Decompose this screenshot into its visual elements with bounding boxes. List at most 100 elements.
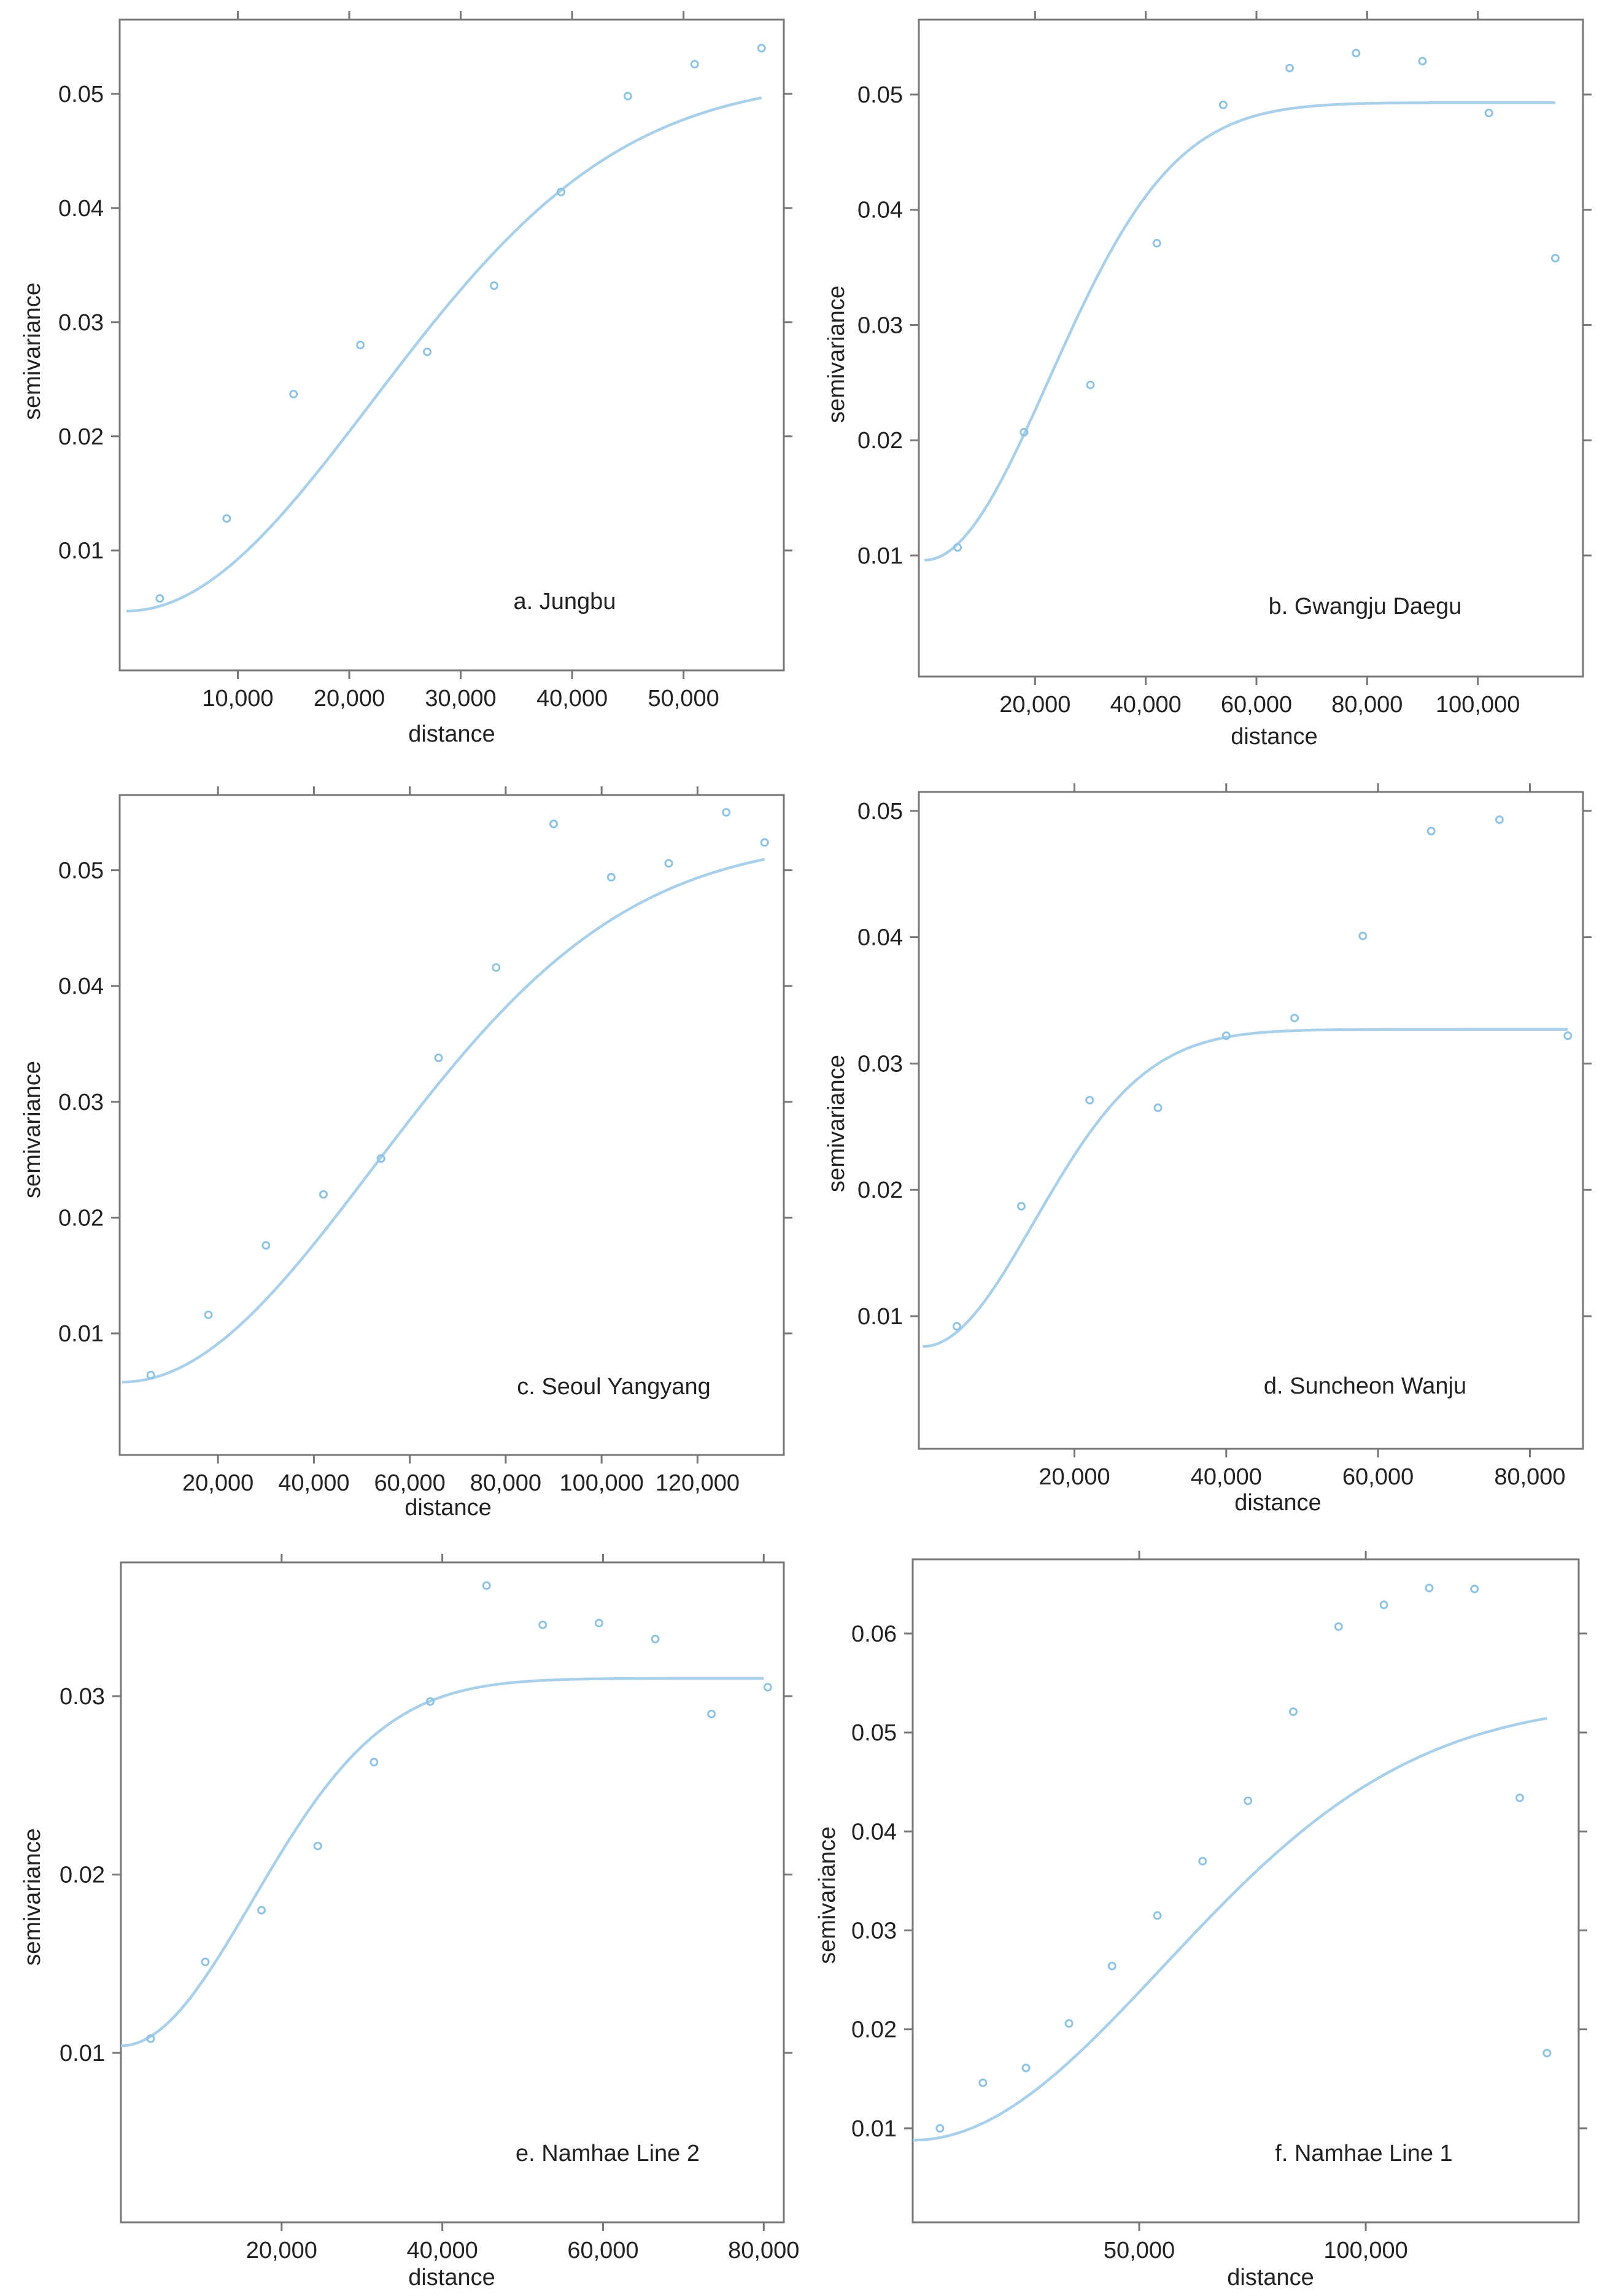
panel-a-y-tick-label: 0.04 (58, 196, 104, 222)
panel-b-x-tick-label: 100,000 (1436, 692, 1520, 718)
panel-e-x-axis-label: distance (408, 2265, 495, 2290)
panel-c-data-point (606, 872, 616, 882)
panel-a: 10,000 20,000 30,000 40,000 50,000 0.01 0.02 0.… (20, 11, 792, 747)
panel-d-title: d. Suncheon Wanju (1264, 1373, 1466, 1399)
panel-e-marks: 20,000 40,000 60,000 80,000 0.01 0.02 0.03 (60, 1554, 799, 2263)
panel-e-y-tick-label: 0.03 (60, 1684, 105, 1710)
panel-d-data-point (1563, 1031, 1573, 1041)
panel-e-x-tick-label: 20,000 (246, 2238, 317, 2263)
panel-d-marks: 20,000 40,000 60,000 80,000 0.01 0.02 0.03 0.04… (857, 783, 1592, 1490)
panel-f-y-tick-label: 0.02 (851, 2017, 897, 2043)
panel-e-data-point (146, 2034, 155, 2043)
panel-f-y-tick-label: 0.03 (851, 1918, 897, 1944)
panel-f-data-point (1198, 1856, 1207, 1866)
panel-a-y-axis-label: semivariance (20, 282, 45, 420)
panel-e-data-point (594, 1618, 603, 1627)
panel-c-plot-frame (118, 794, 785, 1456)
panel-a-data-point (489, 281, 498, 290)
panel-e-data-point (763, 1683, 772, 1692)
panel-d-data-point (1358, 931, 1368, 941)
panel-c-x-tick-label: 60,000 (374, 1470, 446, 1496)
panel-f-x-axis-label: distance (1227, 2265, 1314, 2290)
panel-f: 50,000 100,000 0.01 0.02 0.03 0.04 0.05 0.06 f.… (815, 1551, 1587, 2290)
panel-a-data-point (623, 91, 632, 101)
panel-c-y-tick-label: 0.01 (58, 1321, 104, 1347)
panel-f-data-point (1542, 2049, 1552, 2058)
panel-d-y-tick-label: 0.05 (857, 799, 903, 824)
panel-d-data-point (1016, 1201, 1026, 1211)
panel-f-y-tick-label: 0.05 (851, 1720, 897, 1746)
panel-b-y-tick-label: 0.01 (857, 543, 903, 569)
panel-e-data-point (426, 1697, 435, 1706)
panel-e-x-tick-label: 40,000 (407, 2238, 478, 2263)
panel-c-marks: 20,000 40,000 60,000 80,000 100,000 120,000 0.… (58, 786, 792, 1496)
panel-e-x-tick-label: 60,000 (567, 2238, 638, 2263)
panel-b-y-tick-label: 0.04 (857, 198, 903, 223)
panel-a-x-tick-label: 10,000 (202, 686, 273, 712)
panel-a-data-point (289, 389, 298, 398)
panel-c-x-axis-label: distance (404, 1495, 492, 1521)
panel-d-data-point (1495, 815, 1504, 824)
panel-a-data-point (556, 187, 565, 196)
panel-e-data-point (257, 1906, 266, 1915)
panel-b-data-point (1020, 428, 1029, 437)
panel-f-data-point (1064, 2019, 1074, 2028)
panel-a-x-tick-label: 40,000 (536, 686, 608, 712)
panel-f-data-point (1379, 1600, 1388, 1610)
panel-f-data-point (1425, 1583, 1434, 1592)
panel-f-marks: 50,000 100,000 0.01 0.02 0.03 0.04 0.05 0.06 (851, 1551, 1587, 2263)
panel-b-x-tick-label: 60,000 (1221, 692, 1292, 718)
panel-b-data-point (1550, 254, 1560, 263)
panel-a-y-tick-label: 0.05 (58, 82, 104, 107)
panel-b-y-tick-label: 0.03 (857, 312, 903, 338)
panel-e-y-axis-label: semivariance (20, 1828, 45, 1966)
panel-f-data-point (1107, 1961, 1116, 1971)
panel-c-data-point (722, 808, 731, 817)
panel-b-fitted-curve (924, 101, 1555, 562)
panel-e-data-point (201, 1957, 210, 1966)
panel-e-y-tick-label: 0.02 (60, 1862, 105, 1888)
panel-c-y-tick-label: 0.03 (58, 1090, 104, 1115)
panel-b-data-point (1418, 56, 1427, 66)
panel-e-plot-frame (120, 1561, 785, 2224)
panel-f-data-point (935, 2123, 945, 2133)
panel-b-data-point (1218, 100, 1228, 109)
panel-d-y-tick-label: 0.01 (857, 1304, 903, 1330)
panel-c-data-point (261, 1241, 271, 1250)
panel-e: 20,000 40,000 60,000 80,000 0.01 0.02 0.03 e. … (20, 1554, 799, 2290)
panel-a-marks: 10,000 20,000 30,000 40,000 50,000 0.01 0.02 0.… (58, 11, 792, 712)
panel-d-y-tick-label: 0.02 (857, 1177, 903, 1203)
panel-c-data-point (549, 820, 559, 829)
panel-c-data-point (434, 1053, 443, 1063)
panel-a-y-tick-label: 0.03 (58, 310, 104, 336)
panel-f-data-point (1021, 2063, 1031, 2073)
panel-b-x-axis-label: distance (1231, 724, 1318, 750)
panel-e-y-tick-label: 0.01 (60, 2041, 105, 2066)
panel-a-fitted-curve (126, 96, 762, 613)
panel-c-y-tick-label: 0.02 (58, 1205, 104, 1231)
panel-e-data-point (651, 1634, 660, 1643)
panel-e-data-point (482, 1581, 491, 1590)
panel-f-x-tick-label: 50,000 (1104, 2238, 1175, 2263)
panel-e-data-point (370, 1758, 379, 1767)
panel-b-marks: 20,000 40,000 60,000 80,000 100,000 0.01 0.02 0… (857, 11, 1592, 718)
panel-c-y-tick-label: 0.05 (58, 858, 104, 884)
panel-d-x-tick-label: 80,000 (1494, 1464, 1565, 1490)
panel-d-data-point (1290, 1014, 1299, 1023)
panel-a-x-tick-label: 50,000 (648, 686, 719, 712)
panel-b-x-tick-label: 40,000 (1110, 692, 1182, 718)
panel-b-data-point (1352, 48, 1361, 58)
panel-a-data-point (757, 44, 766, 53)
panel-a-x-axis-label: distance (408, 721, 495, 747)
panel-f-x-tick-label: 100,000 (1323, 2238, 1407, 2263)
panel-b-plot-frame (918, 18, 1584, 678)
panel-c-title: c. Seoul Yangyang (517, 1374, 711, 1400)
panel-e-title: e. Namhae Line 2 (516, 2141, 700, 2166)
panel-b-data-point (1285, 63, 1294, 72)
panel-b-data-point (1086, 381, 1095, 390)
panel-f-fitted-curve (913, 1716, 1547, 2142)
panel-c-y-tick-label: 0.04 (58, 974, 104, 999)
panel-b-y-tick-label: 0.02 (857, 428, 903, 454)
